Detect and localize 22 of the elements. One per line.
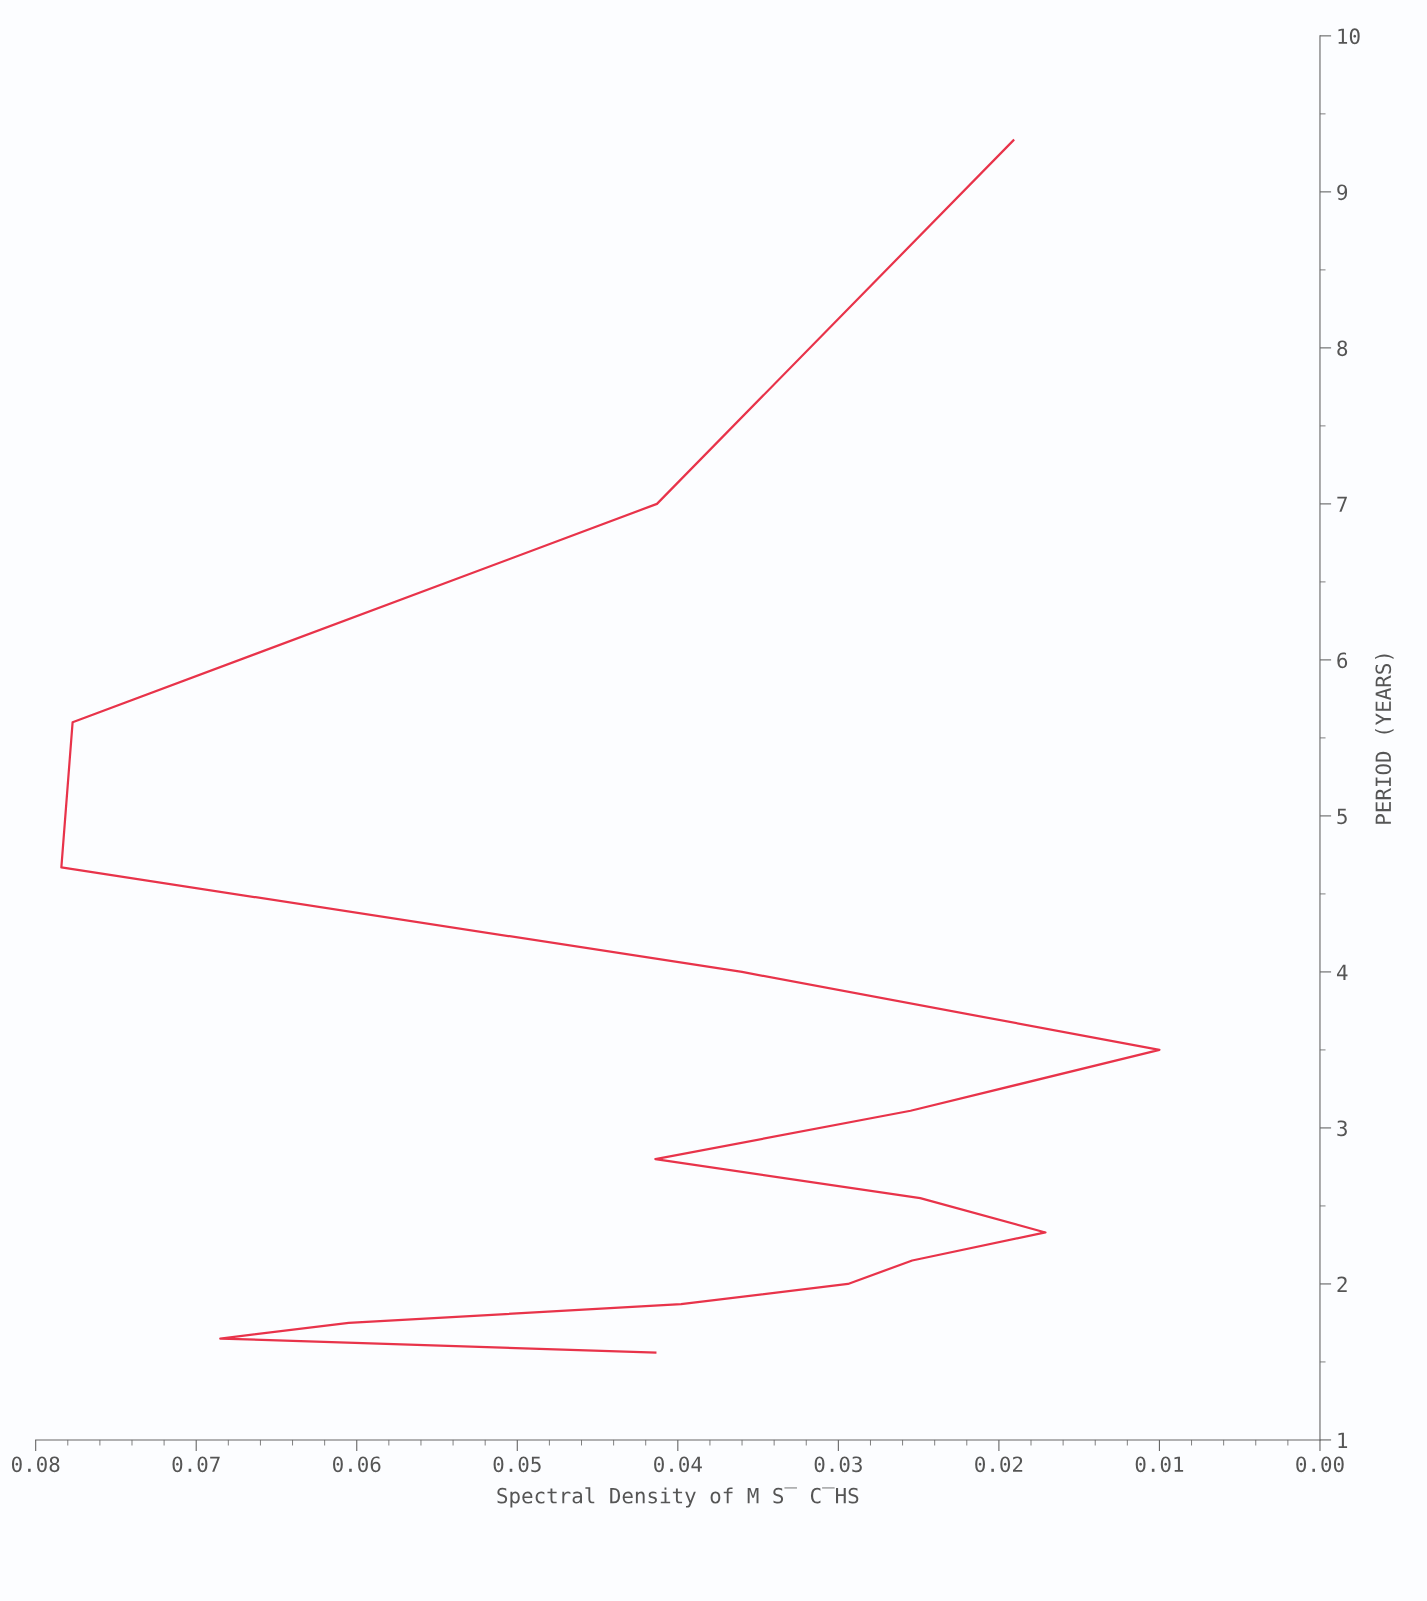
x-tick-label: 0.04 xyxy=(654,1456,702,1473)
x-tick-label: 0.08 xyxy=(11,1456,60,1473)
x-tick-label: 0.00 xyxy=(1296,1456,1344,1473)
y-tick-label: 1 xyxy=(1338,1432,1348,1448)
x-tick-label: 0.01 xyxy=(1135,1456,1184,1473)
y-tick-label: 3 xyxy=(1337,1120,1347,1137)
x-tick-label: 0.07 xyxy=(172,1456,220,1473)
x-axis-title: Spectral Density of M S̅ C̅HS xyxy=(497,1487,859,1508)
x-tick-label: 0.03 xyxy=(814,1456,862,1473)
y-tick-label: 4 xyxy=(1336,964,1348,980)
x-tick-label: 0.05 xyxy=(493,1456,541,1473)
y-axis-title: PERIOD (YEARS) xyxy=(1375,654,1394,824)
y-tick-label: 2 xyxy=(1337,1276,1347,1292)
x-tick-label: 0.06 xyxy=(333,1456,381,1473)
y-tick-label: 5 xyxy=(1337,808,1347,825)
y-tick-label: 8 xyxy=(1337,340,1348,357)
y-tick-label: 7 xyxy=(1337,496,1347,512)
y-tick-label: 10 xyxy=(1338,28,1360,45)
line-series xyxy=(60,139,1161,1354)
x-tick-label: 0.02 xyxy=(975,1456,1023,1473)
y-tick-label: 6 xyxy=(1337,652,1348,669)
y-tick-label: 9 xyxy=(1337,184,1348,201)
